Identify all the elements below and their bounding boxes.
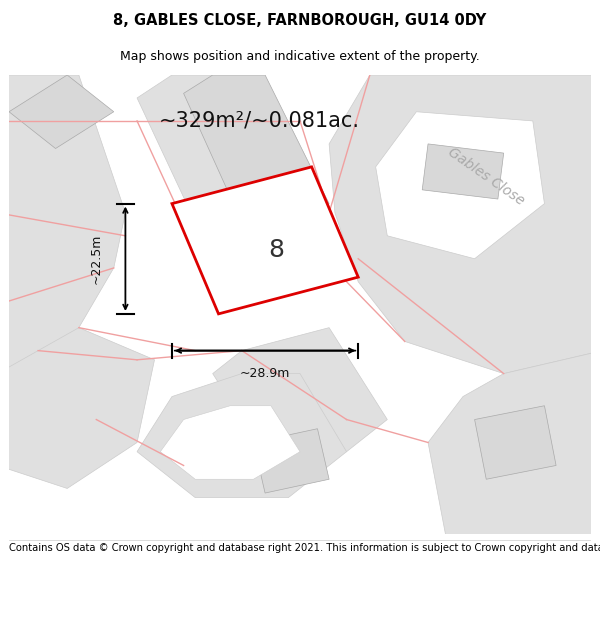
Text: ~28.9m: ~28.9m [240, 367, 290, 380]
Polygon shape [137, 374, 347, 498]
Polygon shape [184, 75, 329, 222]
Text: 8: 8 [269, 238, 285, 261]
Polygon shape [160, 406, 300, 479]
Polygon shape [428, 351, 600, 534]
Polygon shape [329, 75, 600, 374]
Text: 8, GABLES CLOSE, FARNBOROUGH, GU14 0DY: 8, GABLES CLOSE, FARNBOROUGH, GU14 0DY [113, 12, 487, 28]
Text: Gables Close: Gables Close [445, 144, 527, 208]
Polygon shape [137, 75, 311, 236]
Text: ~329m²/~0.081ac.: ~329m²/~0.081ac. [159, 111, 360, 131]
Polygon shape [475, 406, 556, 479]
Polygon shape [0, 75, 125, 397]
Text: Contains OS data © Crown copyright and database right 2021. This information is : Contains OS data © Crown copyright and d… [9, 543, 600, 553]
Polygon shape [253, 429, 329, 493]
Polygon shape [0, 328, 155, 489]
Text: Map shows position and indicative extent of the property.: Map shows position and indicative extent… [120, 49, 480, 62]
Polygon shape [213, 328, 388, 466]
Text: ~22.5m: ~22.5m [90, 234, 103, 284]
Polygon shape [376, 112, 544, 259]
Polygon shape [9, 75, 114, 149]
Polygon shape [172, 167, 358, 314]
Polygon shape [422, 144, 504, 199]
